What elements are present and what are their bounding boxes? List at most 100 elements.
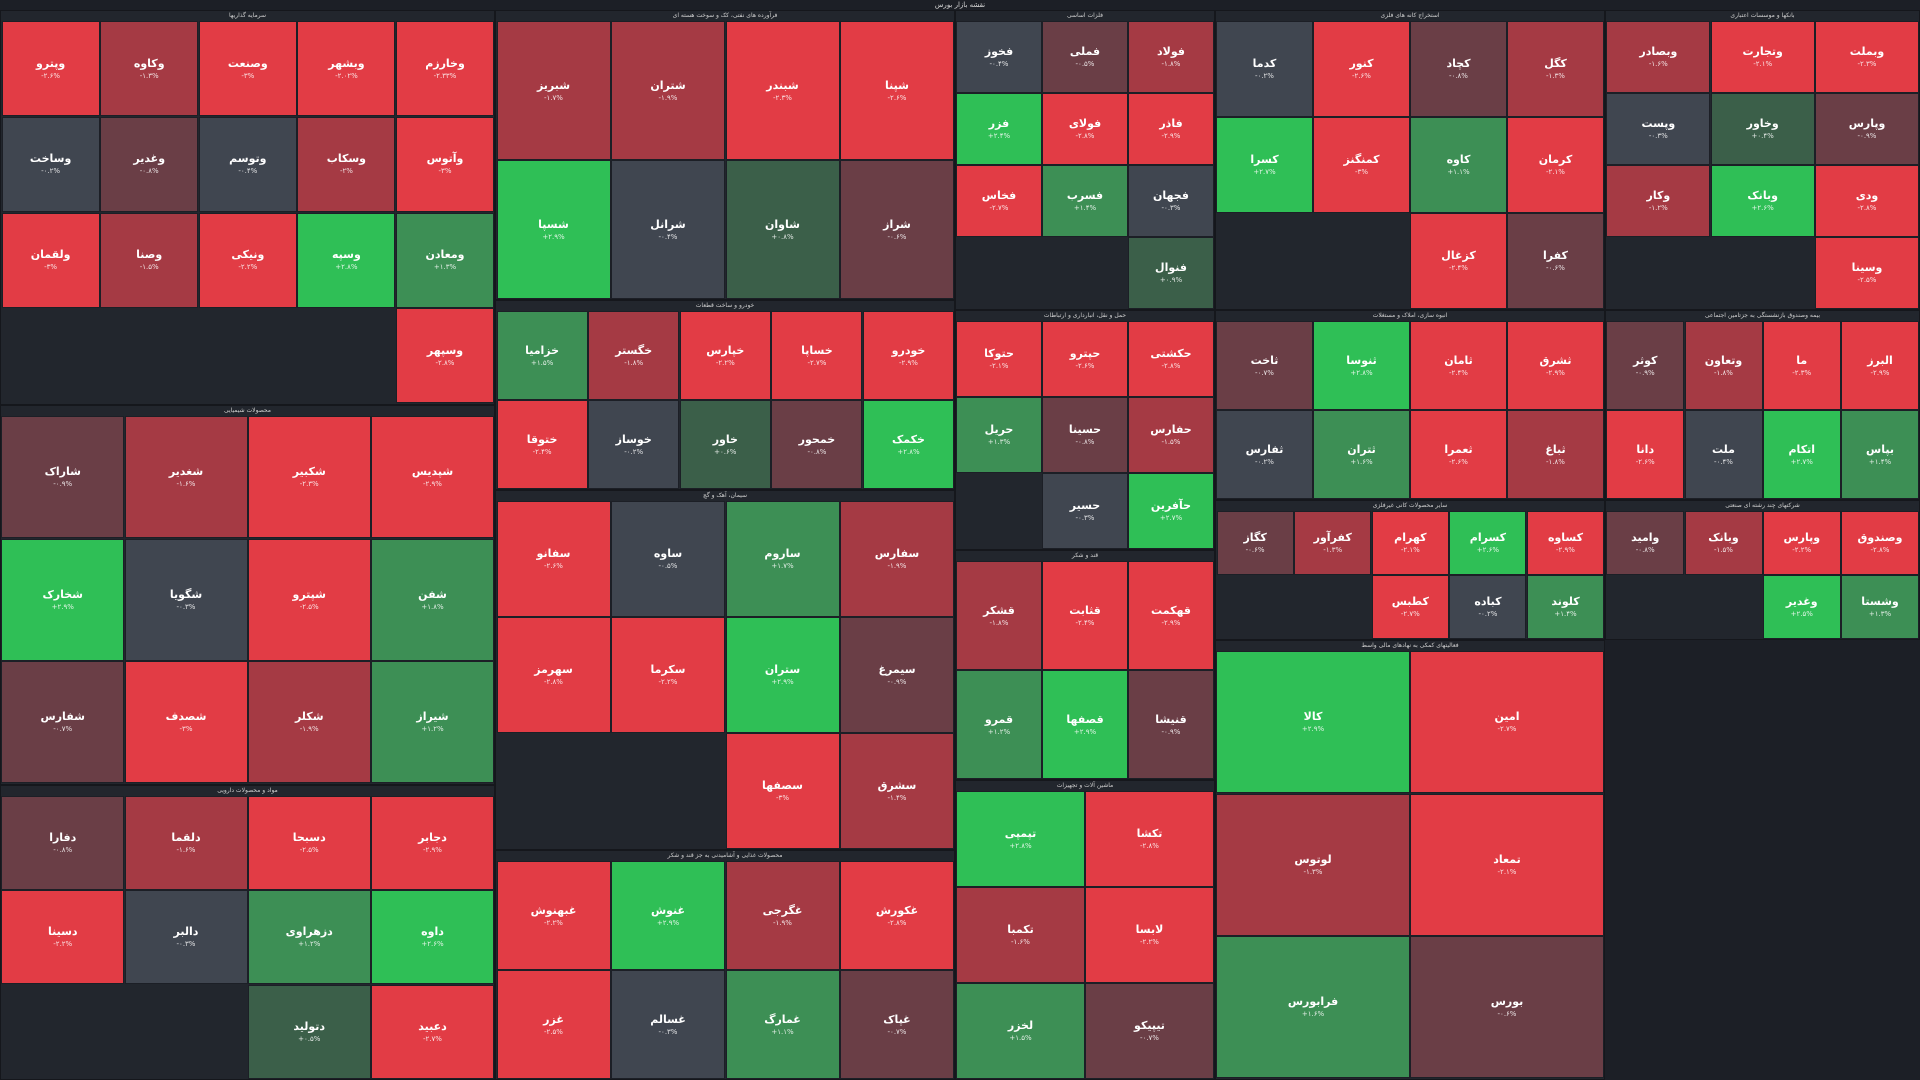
stock-tile[interactable]: وبصادر -۱.۶% [1606,21,1711,93]
stock-tile[interactable]: ولقمان -۳% [1,212,100,308]
stock-tile[interactable]: خپارس -۲.۲% [679,311,771,400]
stock-tile[interactable]: حآفرین +۲.۷% [1128,473,1214,549]
stock-tile[interactable]: دسبحا -۲.۵% [247,796,371,890]
stock-tile[interactable]: وپارس -۰.۹% [1815,93,1919,165]
stock-tile[interactable]: ملت -۰.۴% [1684,410,1763,499]
stock-tile[interactable]: کلوند +۱.۴% [1527,575,1604,639]
stock-tile[interactable]: حسینا -۰.۸% [1042,397,1128,473]
stock-tile[interactable]: حفارس -۱.۵% [1128,397,1214,473]
stock-tile[interactable]: فاذر -۲.۹% [1128,93,1214,165]
stock-tile[interactable]: وبملت -۲.۳% [1815,21,1919,93]
stock-tile[interactable]: وکاوه -۱.۳% [100,21,199,116]
stock-tile[interactable]: وغدیر +۲.۵% [1762,575,1841,639]
stock-tile[interactable]: شتران -۱.۹% [611,21,725,160]
stock-tile[interactable]: حکشتی -۲.۸% [1128,321,1214,397]
stock-tile[interactable]: فملی -۰.۵% [1042,21,1128,93]
stock-tile[interactable]: وصنعت -۳% [198,21,297,116]
stock-tile[interactable]: دلقما -۱.۶% [124,796,248,890]
stock-tile[interactable]: وسپهر -۲.۸% [396,308,494,404]
stock-tile[interactable]: شگویا -۰.۳% [124,538,248,661]
stock-tile[interactable]: ستران +۲.۹% [725,617,840,733]
stock-tile[interactable]: کگاز -۰.۶% [1216,511,1294,575]
stock-tile[interactable]: سهرمز -۲.۸% [496,617,611,733]
stock-tile[interactable]: دفارا -۰.۸% [1,796,125,890]
stock-tile[interactable]: ختوقا -۲.۴% [496,400,588,489]
stock-tile[interactable]: وبانک -۱.۵% [1684,511,1763,575]
stock-tile[interactable]: غبهنوش -۲.۲% [496,861,611,970]
stock-tile[interactable]: فجهان -۰.۳% [1128,165,1214,237]
stock-tile[interactable]: فولای -۲.۸% [1042,93,1128,165]
stock-tile[interactable]: فرابورس +۱.۶% [1216,936,1410,1079]
stock-tile[interactable]: شیراز +۱.۲% [371,661,494,784]
stock-tile[interactable]: فزر +۲.۴% [956,93,1042,165]
stock-tile[interactable]: ثاخت -۰.۷% [1216,321,1313,410]
stock-tile[interactable]: البرز -۲.۹% [1841,321,1919,410]
stock-tile[interactable]: ثامان -۲.۴% [1410,321,1507,410]
stock-tile[interactable]: کساوه -۲.۹% [1527,511,1604,575]
stock-tile[interactable]: غزر -۲.۵% [496,970,611,1079]
stock-tile[interactable]: لوتوس -۱.۳% [1216,793,1410,936]
stock-tile[interactable]: لخزر +۱.۵% [956,983,1085,1079]
stock-tile[interactable]: تمعاد -۲.۱% [1410,793,1604,936]
stock-tile[interactable]: کوثر -۰.۹% [1606,321,1685,410]
stock-tile[interactable]: فسرب +۱.۴% [1042,165,1128,237]
stock-tile[interactable]: ثشرق -۲.۹% [1507,321,1604,410]
stock-tile[interactable]: شپترو -۲.۵% [247,538,371,661]
stock-tile[interactable]: وتوسم -۰.۴% [198,116,297,212]
stock-tile[interactable]: حتوکا -۲.۱% [956,321,1042,397]
stock-tile[interactable]: قشکر -۱.۸% [956,561,1042,670]
stock-tile[interactable]: کطبس -۲.۷% [1371,575,1449,639]
stock-tile[interactable]: کباده -۰.۲% [1449,575,1527,639]
stock-tile[interactable]: شاراک -۰.۹% [1,416,125,538]
stock-tile[interactable]: وصندوق -۲.۸% [1841,511,1919,575]
stock-tile[interactable]: بپاس +۱.۴% [1841,410,1919,499]
stock-tile[interactable]: تیپیکو -۰.۷% [1085,983,1214,1079]
stock-tile[interactable]: کسرا +۲.۷% [1216,117,1313,213]
stock-tile[interactable]: ثعمرا -۲.۶% [1410,410,1507,499]
stock-tile[interactable]: وتعاون -۱.۸% [1684,321,1763,410]
stock-tile[interactable]: خساپا -۲.۷% [771,311,863,400]
stock-tile[interactable]: دسینا -۲.۲% [1,890,125,985]
stock-tile[interactable]: شفن +۱.۸% [371,538,494,661]
stock-tile[interactable]: شپدیس -۲.۹% [371,416,494,538]
stock-tile[interactable]: خمحور -۰.۸% [771,400,863,489]
stock-tile[interactable]: اتکام +۲.۷% [1762,410,1841,499]
stock-tile[interactable]: وساخت -۰.۲% [1,116,100,212]
stock-tile[interactable]: تکشا -۲.۸% [1085,791,1214,887]
stock-tile[interactable]: فنوال +۰.۹% [1128,237,1214,309]
stock-tile[interactable]: وخاور +۰.۴% [1710,93,1815,165]
stock-tile[interactable]: قهکمت -۲.۹% [1128,561,1214,670]
stock-tile[interactable]: قنیشا -۰.۹% [1128,670,1214,779]
stock-tile[interactable]: غپاک -۰.۷% [840,970,954,1079]
stock-tile[interactable]: تکمبا -۱.۶% [956,887,1085,983]
stock-tile[interactable]: ومعادن +۱.۳% [396,212,494,308]
stock-tile[interactable]: سفانو -۲.۶% [496,501,611,617]
stock-tile[interactable]: ثتران +۱.۶% [1313,410,1410,499]
stock-tile[interactable]: کدما -۰.۲% [1216,21,1313,117]
stock-tile[interactable]: دالبر -۰.۳% [124,890,248,985]
stock-tile[interactable]: فخاس -۲.۷% [956,165,1042,237]
stock-tile[interactable]: وخارزم -۲.۳۳% [396,21,494,116]
stock-tile[interactable]: کفرآور -۱.۳% [1294,511,1372,575]
stock-tile[interactable]: خکمک +۲.۸% [863,400,954,489]
stock-tile[interactable]: حریل +۱.۳% [956,397,1042,473]
stock-tile[interactable]: کهرام -۲.۱% [1371,511,1449,575]
stock-tile[interactable]: شغدیر -۱.۶% [124,416,248,538]
stock-tile[interactable]: غسالم -۰.۳% [611,970,725,1079]
stock-tile[interactable]: وبشهر -۲.۰۲% [297,21,396,116]
stock-tile[interactable]: وکار -۱.۲% [1606,165,1711,237]
stock-tile[interactable]: وبانک +۲.۶% [1710,165,1815,237]
stock-tile[interactable]: بورس -۰.۶% [1410,936,1604,1079]
stock-tile[interactable]: وتجارت -۲.۱% [1710,21,1815,93]
stock-tile[interactable]: وغدیر -۰.۸% [100,116,199,212]
stock-tile[interactable]: تپمپی +۲.۸% [956,791,1085,887]
stock-tile[interactable]: وپترو -۲.۶% [1,21,100,116]
stock-tile[interactable]: دجابر -۲.۹% [371,796,494,890]
stock-tile[interactable]: امین -۲.۷% [1410,651,1604,793]
stock-tile[interactable]: حپترو -۲.۶% [1042,321,1128,397]
stock-tile[interactable]: ثباغ -۱.۸% [1507,410,1604,499]
stock-tile[interactable]: قصفها +۲.۹% [1042,670,1128,779]
stock-tile[interactable]: ونیکی -۲.۲% [198,212,297,308]
stock-tile[interactable]: خگستر -۱.۸% [588,311,680,400]
stock-tile[interactable]: شکلر -۱.۹% [247,661,371,784]
